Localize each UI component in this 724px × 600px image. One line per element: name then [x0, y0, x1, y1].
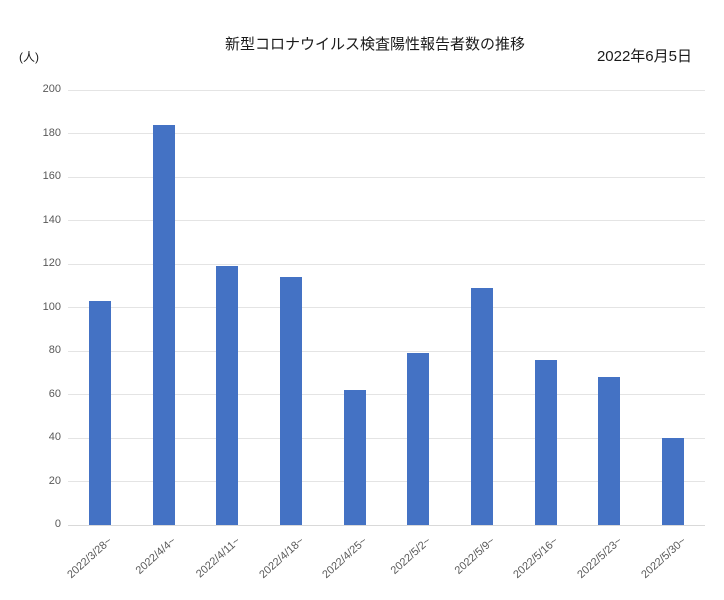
y-axis-unit-label: (人): [19, 50, 39, 64]
y-tick-label: 0: [54, 518, 61, 530]
gridline: [68, 263, 705, 265]
y-tick-label: 100: [42, 300, 61, 313]
bar: [343, 390, 366, 525]
gridline: [68, 220, 705, 221]
x-tick-label: 2022/5/16~: [511, 535, 561, 581]
bar: [152, 124, 175, 525]
bar: [216, 266, 239, 525]
gridline: [68, 89, 705, 91]
x-tick-label: 2022/3/28~: [65, 535, 115, 581]
bar: [662, 438, 685, 525]
gridline: [68, 481, 705, 482]
gridline: [68, 307, 705, 308]
gridline: [68, 437, 705, 439]
x-tick-label: 2022/5/30~: [639, 535, 689, 581]
chart-date-label: 2022年6月5日: [596, 48, 692, 65]
x-tick-label: 2022/4/18~: [256, 535, 306, 581]
x-tick-label: 2022/4/4~: [133, 535, 179, 577]
y-tick-label: 180: [42, 126, 61, 139]
x-axis-baseline: [68, 524, 705, 526]
gridline: [68, 394, 705, 395]
y-tick-label: 200: [42, 83, 61, 95]
x-tick-label: 2022/4/25~: [320, 535, 370, 581]
bar: [407, 353, 430, 525]
bar: [279, 277, 302, 525]
x-tick-label: 2022/5/23~: [575, 535, 625, 581]
y-tick-label: 120: [42, 257, 61, 269]
bar: [471, 287, 494, 525]
bar: [88, 300, 111, 525]
y-tick-label: 80: [48, 344, 61, 356]
y-tick-label: 160: [42, 170, 61, 182]
gridline: [68, 176, 705, 178]
x-tick-label: 2022/5/2~: [388, 535, 434, 577]
gridline: [68, 133, 705, 134]
y-tick-label: 140: [42, 213, 61, 226]
bar: [534, 359, 557, 525]
y-tick-label: 60: [48, 387, 61, 400]
chart-title: 新型コロナウイルス検査陽性報告者数の推移: [224, 36, 526, 53]
y-tick-label: 40: [48, 431, 61, 443]
x-tick-label: 2022/5/9~: [452, 535, 498, 577]
y-tick-label: 20: [48, 474, 61, 487]
x-tick-label: 2022/4/11~: [193, 535, 243, 581]
bar: [598, 377, 621, 525]
gridline: [68, 350, 705, 352]
